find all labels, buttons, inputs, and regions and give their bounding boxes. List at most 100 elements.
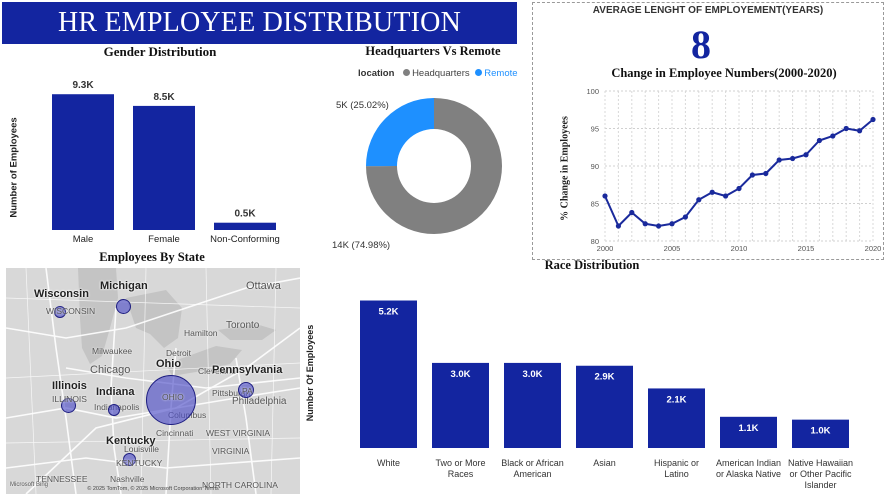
race-bar-asian[interactable] [576, 365, 633, 448]
race-bar-two-or-more-races[interactable] [432, 362, 489, 448]
race-chart-title: Race Distribution [544, 258, 640, 272]
trend-point-2017[interactable] [830, 133, 836, 139]
race-category-label-black-or-african-american: Black or African American [501, 458, 564, 479]
trend-point-2000[interactable] [602, 193, 608, 199]
trend-y-tick-80: 80 [591, 237, 599, 246]
city-ottawa: Ottawa [246, 280, 281, 292]
race-data-label-black-or-african-american: 3.0K [522, 369, 542, 380]
state-abbr-kentucky: KENTUCKY [116, 458, 163, 468]
trend-line-chart[interactable]: 80 85 90 95 100 2000 2005 2010 2015 2020 [533, 3, 883, 259]
trend-point-2016[interactable] [816, 137, 822, 144]
trend-x-tick-2005: 2005 [664, 244, 681, 253]
trend-point-2005[interactable] [669, 221, 675, 227]
trend-point-2020[interactable] [870, 116, 876, 123]
trend-point-2001[interactable] [615, 223, 621, 229]
legend-remote-label[interactable]: Remote [484, 68, 518, 79]
report-title: HR EMPLOYEE DISTRIBUTION REPORT [2, 2, 517, 80]
trend-point-2011[interactable] [749, 172, 755, 178]
lake-erie-shape [166, 346, 242, 376]
bubble-kentucky[interactable] [123, 453, 136, 466]
trend-x-tick-2010: 2010 [731, 244, 748, 253]
bubble-illinois[interactable] [61, 398, 76, 413]
race-category-label-native-hawaiian-or-other-pacific-islander: Native Hawaiian or Other Pacific Islander [788, 458, 853, 490]
legend-headquarters-label[interactable]: Headquarters [412, 68, 470, 79]
legend-remote-swatch [475, 69, 483, 76]
race-category-label-two-or-more-races: Two or More Races [435, 458, 485, 479]
race-data-label-native-hawaiian-or-other-pacific-islander: 1.0K [810, 426, 830, 437]
gender-category-label-non-conforming: Non-Conforming [210, 234, 280, 245]
donut-slice-headquarters[interactable] [366, 98, 502, 234]
race-data-label-american-indian-or-alaska-native: 1.1K [738, 423, 758, 434]
trend-point-2013[interactable] [776, 157, 782, 163]
trend-point-2015[interactable] [803, 152, 809, 158]
trend-y-tick-100: 100 [586, 87, 599, 96]
map-title: Employees By State [99, 250, 205, 264]
location-donut-chart[interactable]: 5K (25.02%) 14K (74.98%) [330, 44, 530, 254]
city-pittsburgh: Pittsburgh [212, 388, 251, 398]
trend-point-2002[interactable] [629, 209, 635, 216]
trend-point-2007[interactable] [696, 197, 702, 203]
trend-point-2018[interactable] [843, 125, 849, 132]
state-label-kentucky: Kentucky [106, 435, 156, 447]
lake-ontario-shape [218, 324, 276, 340]
state-label-illinois: Illinois [52, 380, 87, 392]
city-milwaukee: Milwaukee [92, 346, 133, 356]
donut-label-remote: 5K (25.02%) [336, 100, 389, 111]
gender-bar-male[interactable] [52, 94, 114, 230]
region-tennessee: TENNESSEE [36, 474, 88, 484]
trend-point-2006[interactable] [682, 214, 688, 220]
kpi-value: 8 [691, 22, 711, 67]
legend-title: location [358, 68, 395, 79]
race-bar-chart[interactable]: 5.2K White 3.0K Two or More Races 3.0K Black o… [300, 258, 882, 498]
state-map[interactable]: Ottawa Toronto Hamilton Milwaukee Chicag… [6, 268, 300, 494]
city-philadelphia: Philadelphia [232, 396, 287, 407]
gender-bar-female[interactable] [133, 105, 195, 230]
trend-point-2014[interactable] [790, 155, 796, 162]
state-abbr-illinois: ILLINOIS [52, 394, 87, 404]
bubble-michigan[interactable] [116, 299, 131, 314]
bubble-pennsylvania[interactable] [238, 382, 254, 398]
city-hamilton: Hamilton [184, 328, 218, 338]
race-data-label-white: 5.2K [378, 307, 398, 318]
bubble-indiana[interactable] [108, 404, 120, 416]
city-toronto: Toronto [226, 320, 260, 331]
city-louisville: Louisville [124, 444, 159, 454]
race-data-label-two-or-more-races: 3.0K [450, 369, 470, 380]
trend-point-2019[interactable] [857, 128, 863, 134]
trend-point-2009[interactable] [723, 193, 729, 199]
gender-bar-chart[interactable]: 9.3K Male 8.5K Female 0.5K Non-Conforming [2, 44, 302, 250]
trend-point-2004[interactable] [656, 223, 662, 229]
lake-michigan-shape [78, 268, 118, 364]
race-bar-native-hawaiian-or-other-pacific-islander[interactable] [792, 419, 849, 448]
state-label-michigan: Michigan [100, 280, 148, 292]
trend-x-tick-2015: 2015 [798, 244, 815, 253]
race-panel: Race Distribution Number Of Employees 5.… [300, 258, 882, 498]
state-abbr-pennsylvania: PA [242, 386, 253, 396]
race-bar-hispanic-or-latino[interactable] [648, 388, 705, 448]
donut-slice-remote[interactable] [366, 98, 434, 167]
trend-point-2008[interactable] [709, 189, 715, 195]
gender-category-label-female: Female [148, 234, 180, 245]
trend-point-2012[interactable] [763, 170, 769, 177]
gender-chart-title: Gender Distribution [103, 44, 217, 59]
bubble-wisconsin[interactable] [54, 306, 66, 318]
bubble-ohio[interactable] [146, 375, 196, 425]
map-brand-logo: Microsoft Bing [10, 482, 49, 488]
location-legend: location Headquarters Remote [358, 68, 518, 79]
race-bar-white[interactable] [360, 300, 417, 448]
region-virginia: VIRGINIA [212, 446, 250, 456]
trend-y-tick-95: 95 [591, 125, 599, 134]
location-chart-title: Headquarters Vs Remote [365, 44, 501, 58]
city-chicago: Chicago [90, 364, 131, 376]
trend-point-2003[interactable] [642, 221, 648, 227]
race-bar-american-indian-or-alaska-native[interactable] [720, 416, 777, 448]
trend-x-tick-2000: 2000 [597, 244, 614, 253]
state-abbr-wisconsin: WISCONSIN [46, 306, 96, 316]
race-category-label-hispanic-or-latino: Hispanic or Latino [654, 458, 699, 479]
race-bar-black-or-african-american[interactable] [504, 362, 561, 448]
gender-bar-non-conforming[interactable] [214, 222, 276, 230]
gender-category-label-male: Male [73, 234, 94, 245]
race-data-label-hispanic-or-latino: 2.1K [666, 394, 686, 405]
trend-x-tick-2020: 2020 [865, 244, 882, 253]
trend-point-2010[interactable] [736, 185, 742, 192]
